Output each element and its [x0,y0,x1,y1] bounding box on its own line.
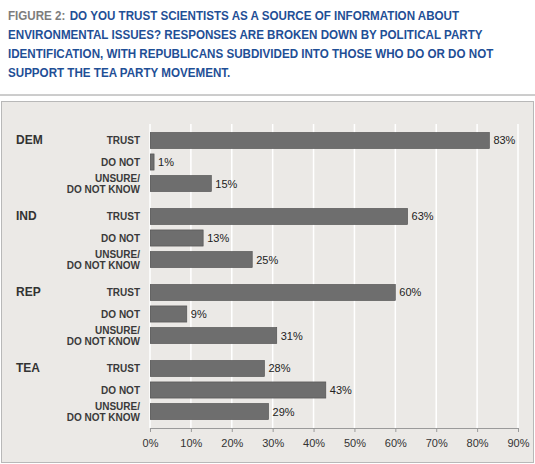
category-label: TRUST [107,287,140,298]
tick-label: 10% [180,437,202,449]
bar [150,230,203,246]
category-label: TRUST [107,135,140,146]
tick-mark [150,428,151,432]
bar [150,208,408,224]
group-label: TEA [16,361,40,375]
data-label: 1% [158,156,174,168]
tick-mark [314,428,315,432]
grid-line [435,124,437,428]
axis-line [151,428,519,429]
bar [150,403,269,419]
tick: 0% [143,428,159,449]
tick-mark [477,428,478,432]
data-label: 28% [268,362,290,374]
category-label: DO NOT [101,233,140,244]
tick: 70% [426,428,448,449]
category-label: UNSURE/DO NOT KNOW [67,401,141,423]
tick-mark [436,428,437,432]
tick-mark [273,428,274,432]
tick-mark [354,428,355,432]
data-label: 83% [493,134,515,146]
title: FIGURE 2: [8,8,65,23]
tick-label: 90% [507,437,529,449]
bar [150,327,277,343]
category-label: DO NOT [101,309,140,320]
tick-mark [518,428,519,432]
tick: 10% [180,428,202,449]
tick-mark [232,428,233,432]
bars [150,132,489,419]
group-label: IND [16,209,37,223]
tick-label: 70% [426,437,448,449]
data-label: 31% [281,330,303,342]
labels: DEM TRUST 83% DO NOT 1% UNSURE/DO NOT KNOW 15%… [16,133,516,422]
tick-mark [395,428,396,432]
data-label: 9% [191,308,207,320]
tick-label: 60% [385,437,407,449]
grid [150,124,518,428]
category-label: DO NOT [101,157,140,168]
title-box: FIGURE 2:DO YOU TRUST SCIENTISTS AS A SO… [8,6,527,82]
data-label: 63% [412,210,434,222]
bar [150,175,211,191]
grid-line [517,124,519,428]
data-label: 15% [215,178,237,190]
bar [150,306,187,322]
tick-label: 50% [344,437,366,449]
panel [2,102,534,463]
tick: 60% [385,428,407,449]
x-axis: 0% 10% 20% 30% 40% 50% 60% 70% 80% 90% [143,428,530,449]
group-label: REP [16,285,41,299]
category-label: TRUST [107,363,140,374]
tick: 40% [303,428,325,449]
grid-line [395,124,397,428]
tick: 80% [467,428,489,449]
subtitle: DO YOU TRUST SCIENTISTS AS A SOURCE OF I… [8,8,493,80]
bar [150,360,264,376]
data-label: 60% [399,286,421,298]
tick-label: 0% [143,437,159,449]
tick: 90% [507,428,529,449]
grid-line [354,124,356,428]
bar [150,154,154,170]
data-label: 13% [207,232,229,244]
bar [150,132,489,148]
title-rule [0,95,535,96]
tick-label: 40% [303,437,325,449]
tick: 50% [344,428,366,449]
tick-label: 20% [221,437,243,449]
group-label: DEM [16,133,43,147]
category-label: TRUST [107,211,140,222]
data-label: 43% [330,384,352,396]
tick: 30% [262,428,284,449]
category-label: DO NOT [101,385,140,396]
tick-label: 80% [467,437,489,449]
category-label: UNSURE/DO NOT KNOW [67,325,141,347]
tick-label: 30% [262,437,284,449]
bar [150,382,326,398]
tick-mark [191,428,192,432]
data-label: 29% [273,406,295,418]
category-label: UNSURE/DO NOT KNOW [67,173,141,195]
bar [150,284,395,300]
grid-line [476,124,478,428]
data-label: 25% [256,254,278,266]
bar [150,251,252,267]
category-label: UNSURE/DO NOT KNOW [67,249,141,271]
tick: 20% [221,428,243,449]
